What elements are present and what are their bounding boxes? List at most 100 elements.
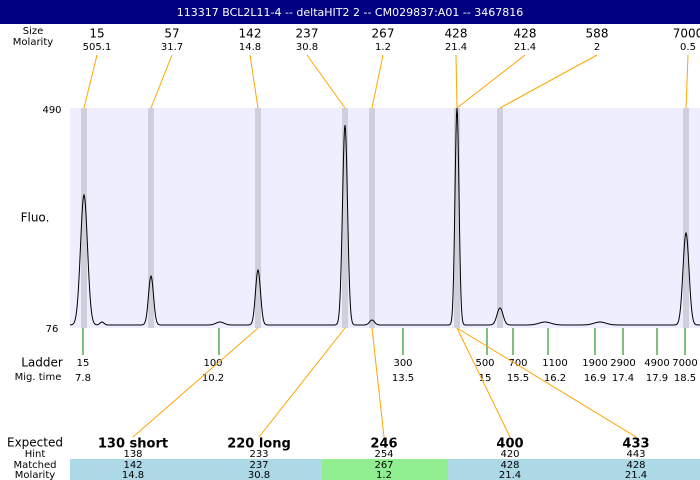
matched: 142 [123, 460, 142, 471]
peak-molarity: 0.5 [680, 42, 696, 53]
ladder-size: 100 [203, 358, 222, 369]
matched: 428 [626, 460, 645, 471]
peak-molarity: 30.8 [296, 42, 318, 53]
peak-size: 15 [89, 27, 104, 41]
ladder-size: 700 [508, 358, 527, 369]
matched: 237 [249, 460, 268, 471]
peak-size: 267 [372, 27, 395, 41]
table-cell-bg [448, 459, 574, 480]
window-title: 113317 BCL2L11-4 -- deltaHIT2 2 -- CM029… [177, 6, 524, 19]
ladder-time: 15.5 [507, 373, 529, 384]
ladder-size: 500 [475, 358, 494, 369]
ladder-time: 18.5 [674, 373, 696, 384]
peak-leader [685, 54, 689, 109]
ladder-size: 2900 [610, 358, 635, 369]
plot-area [70, 108, 700, 328]
peak-size: 428 [514, 27, 537, 41]
matched: 267 [374, 460, 393, 471]
peak-leader [83, 54, 98, 109]
peak-size: 142 [239, 27, 262, 41]
expected: 246 [370, 437, 397, 452]
table-cell-bg [70, 459, 196, 480]
peak-molarity: 21.4 [445, 42, 467, 53]
molarity: 1.2 [376, 470, 392, 480]
expected: 433 [622, 437, 649, 452]
ladder-size: 15 [77, 358, 90, 369]
peak-band [148, 108, 154, 328]
peak-molarity: 1.2 [375, 42, 391, 53]
match-leader [132, 327, 259, 438]
match-leader [258, 327, 346, 438]
peak-size: 588 [586, 27, 609, 41]
molarity: 21.4 [625, 470, 647, 480]
peak-band [683, 108, 689, 328]
peak-band [369, 108, 375, 328]
peak-band [454, 108, 460, 328]
expected: 400 [496, 437, 523, 452]
ladder-time: 10.2 [202, 373, 224, 384]
row-label: Molarity [15, 470, 55, 480]
ladder-label: Ladder [21, 356, 63, 370]
expected: 130 short [98, 437, 168, 452]
y-top-label: 490 [42, 105, 61, 116]
row-label: Hint [25, 449, 46, 460]
ladder-time: 13.5 [392, 373, 414, 384]
peak-molarity: 505.1 [83, 42, 112, 53]
peak-leader [455, 54, 458, 109]
peak-size: 57 [164, 27, 179, 41]
peak-leader [371, 54, 384, 109]
hint: 138 [123, 449, 142, 460]
peak-band [81, 108, 87, 328]
row-label: Matched [13, 460, 56, 471]
hint: 443 [626, 449, 645, 460]
ladder-size: 4900 [644, 358, 669, 369]
peak-band [255, 108, 261, 328]
peak-leader [249, 54, 259, 109]
ladder-time: 16.9 [584, 373, 606, 384]
table-cell-bg [574, 459, 700, 480]
hint: 420 [500, 449, 519, 460]
mig-time-label: Mig. time [15, 372, 62, 383]
ladder-time: 7.8 [75, 373, 91, 384]
peak-leader [150, 54, 173, 109]
title-bar [0, 0, 700, 24]
peak-molarity: 2 [594, 42, 600, 53]
trace [69, 107, 700, 326]
table-cell-bg [196, 459, 322, 480]
ladder-time: 17.9 [646, 373, 668, 384]
table-cell-bg [322, 459, 448, 480]
ladder-time: 16.2 [544, 373, 566, 384]
match-leader [456, 327, 637, 438]
hint: 233 [249, 449, 268, 460]
ladder-time: 15 [479, 373, 492, 384]
ladder-size: 1900 [582, 358, 607, 369]
peak-leader [306, 54, 346, 109]
y-axis-label: Fluo. [21, 211, 50, 225]
peak-size: 7000 [673, 27, 700, 41]
size-label: Size [23, 26, 44, 37]
peak-molarity: 21.4 [514, 42, 536, 53]
y-bottom-label: 76 [46, 324, 59, 335]
molarity: 21.4 [499, 470, 521, 480]
molarity: 30.8 [248, 470, 270, 480]
peak-band [342, 108, 348, 328]
peak-size: 428 [445, 27, 468, 41]
peak-molarity: 31.7 [161, 42, 183, 53]
ladder-time: 17.4 [612, 373, 634, 384]
peak-size: 237 [296, 27, 319, 41]
expected: 220 long [227, 437, 291, 452]
peak-band [497, 108, 503, 328]
row-label: Expected [7, 436, 63, 450]
matched: 428 [500, 460, 519, 471]
match-leader [456, 327, 511, 438]
ladder-size: 1100 [542, 358, 567, 369]
ladder-size: 300 [393, 358, 412, 369]
hint: 254 [374, 449, 393, 460]
peak-leader [499, 54, 598, 109]
peak-molarity: 14.8 [239, 42, 261, 53]
ladder-size: 7000 [672, 358, 697, 369]
molarity-label: Molarity [13, 37, 53, 48]
peak-leader [456, 54, 526, 109]
molarity: 14.8 [122, 470, 144, 480]
